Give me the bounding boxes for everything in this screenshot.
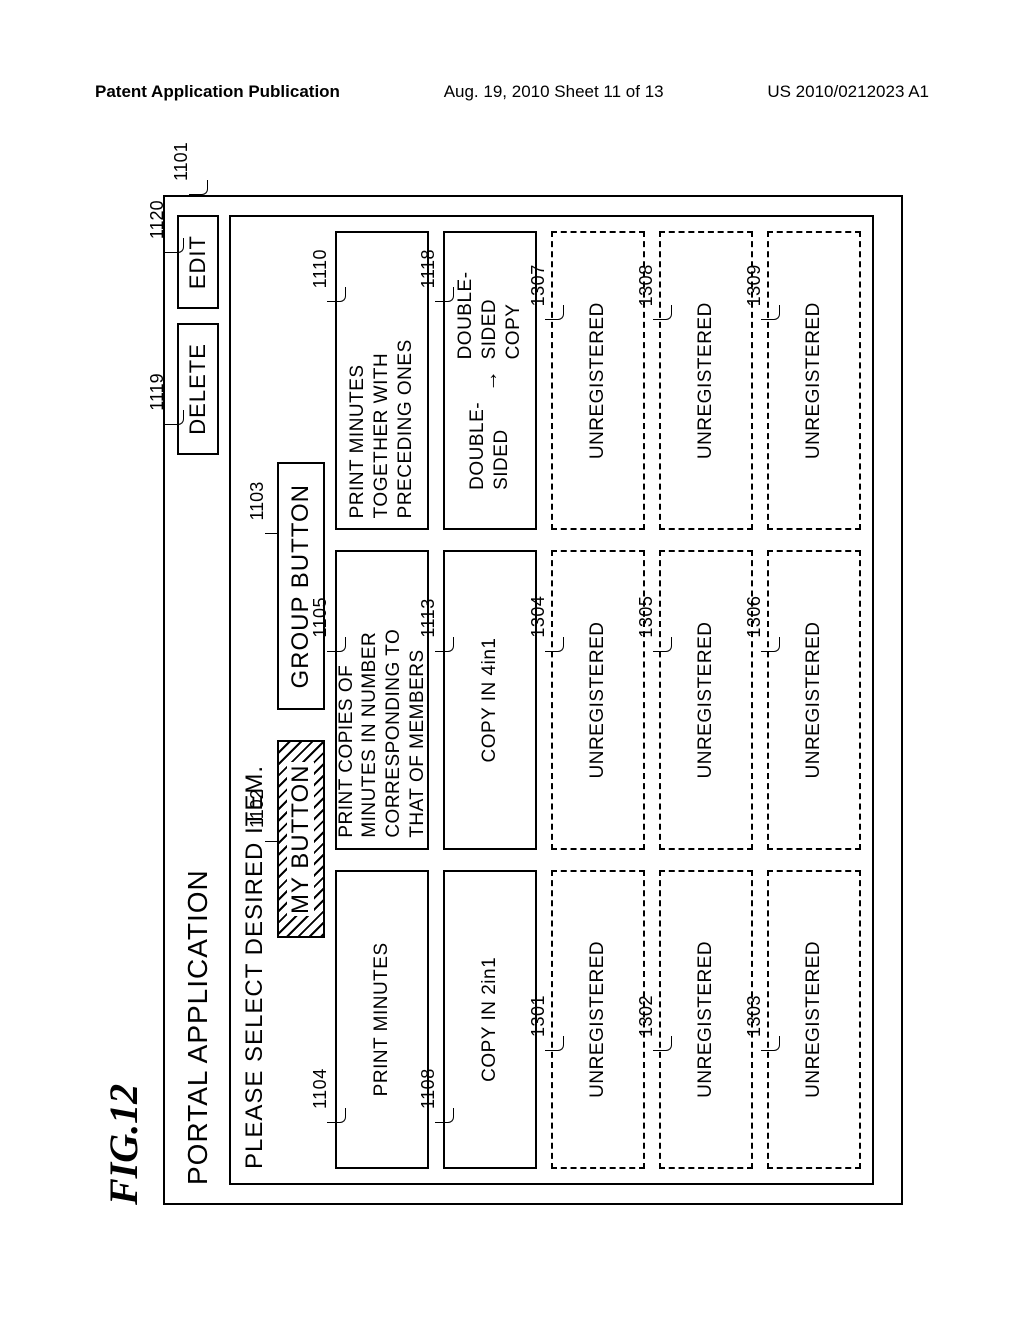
- ref-1306: 1306: [743, 596, 766, 638]
- item-unregistered[interactable]: 1305 UNREGISTERED: [659, 550, 753, 849]
- ref-1102: 1102: [247, 789, 268, 828]
- item-unregistered[interactable]: 1302 UNREGISTERED: [659, 870, 753, 1169]
- item-label: UNREGISTERED: [586, 941, 610, 1098]
- item-label: PRINT MINUTES TOGETHER WITH PRECEDING ON…: [346, 339, 417, 518]
- publication-label: Patent Application Publication: [95, 82, 340, 102]
- ref-1118: 1118: [417, 249, 440, 288]
- item-label: UNREGISTERED: [586, 622, 610, 779]
- item-print-minutes-preceding[interactable]: 1110 PRINT MINUTES TOGETHER WITH PRECEDI…: [335, 231, 429, 530]
- ref-1119: 1119: [147, 373, 168, 410]
- ref-1103: 1103: [247, 482, 268, 521]
- ref-1305: 1305: [635, 596, 658, 638]
- item-unregistered[interactable]: 1307 UNREGISTERED: [551, 231, 645, 530]
- item-label: PRINT MINUTES: [370, 942, 394, 1096]
- ref-1101: 1101: [171, 142, 192, 181]
- item-double-sided-copy[interactable]: 1118 DOUBLE- SIDED → DOUBLE- SIDED COPY: [443, 231, 537, 530]
- ref-1104: 1104: [309, 1068, 332, 1109]
- item-label-right: DOUBLE- SIDED COPY: [454, 271, 525, 359]
- item-unregistered[interactable]: 1301 UNREGISTERED: [551, 870, 645, 1169]
- tab-group-button[interactable]: GROUP BUTTON: [277, 462, 325, 710]
- item-label: UNREGISTERED: [802, 302, 826, 459]
- screen-inner-frame: PLEASE SELECT DESIRED ITEM. 1102 MY BUTT…: [229, 215, 874, 1185]
- ref-1110: 1110: [309, 249, 332, 288]
- instruction-text: PLEASE SELECT DESIRED ITEM.: [241, 231, 269, 1169]
- item-unregistered[interactable]: 1303 UNREGISTERED: [767, 870, 861, 1169]
- ref-1304: 1304: [527, 596, 550, 638]
- edit-button[interactable]: EDIT: [177, 215, 219, 309]
- item-label: COPY IN 2in1: [478, 957, 502, 1082]
- ref-1113: 1113: [417, 598, 440, 637]
- item-unregistered[interactable]: 1306 UNREGISTERED: [767, 550, 861, 849]
- ref-1120: 1120: [147, 200, 168, 239]
- delete-button[interactable]: DELETE: [177, 323, 219, 455]
- item-label: UNREGISTERED: [694, 302, 718, 459]
- item-label: COPY IN 4in1: [478, 638, 502, 763]
- item-label: UNREGISTERED: [694, 941, 718, 1098]
- screen-outer-frame: 1101 PORTAL APPLICATION 1119 DELETE 1120…: [163, 195, 903, 1205]
- tab-my-button[interactable]: MY BUTTON: [277, 741, 325, 938]
- item-print-copies-members[interactable]: 1105 PRINT COPIES OF MINUTES IN NUMBER C…: [335, 550, 429, 849]
- ref-1105: 1105: [309, 597, 332, 638]
- item-print-minutes[interactable]: 1104 PRINT MINUTES: [335, 870, 429, 1169]
- tab-my-button-label: MY BUTTON: [287, 763, 314, 916]
- item-label: PRINT COPIES OF MINUTES IN NUMBER CORRES…: [335, 629, 430, 838]
- panel-title: PORTAL APPLICATION: [182, 869, 214, 1185]
- item-label-left: DOUBLE- SIDED: [466, 402, 514, 490]
- item-copy-2in1[interactable]: 1108 COPY IN 2in1: [443, 870, 537, 1169]
- ref-1307: 1307: [527, 264, 550, 306]
- ref-1302: 1302: [635, 995, 658, 1037]
- publication-number: US 2010/0212023 A1: [767, 82, 929, 102]
- item-label: UNREGISTERED: [694, 622, 718, 779]
- figure-label: FIG.12: [100, 155, 147, 1205]
- item-label: UNREGISTERED: [586, 302, 610, 459]
- item-copy-4in1[interactable]: 1113 COPY IN 4in1: [443, 550, 537, 849]
- ref-1308: 1308: [635, 264, 658, 306]
- item-unregistered[interactable]: 1308 UNREGISTERED: [659, 231, 753, 530]
- ref-1108: 1108: [417, 1068, 440, 1109]
- page-header: Patent Application Publication Aug. 19, …: [95, 82, 929, 102]
- item-label: UNREGISTERED: [802, 622, 826, 779]
- items-grid: 1104 PRINT MINUTES 1105 PRINT COPIES OF …: [335, 231, 861, 1169]
- sheet-info: Aug. 19, 2010 Sheet 11 of 13: [444, 82, 664, 102]
- item-label: UNREGISTERED: [802, 941, 826, 1098]
- arrow-icon: →: [476, 363, 504, 398]
- item-unregistered[interactable]: 1304 UNREGISTERED: [551, 550, 645, 849]
- ref-1301: 1301: [527, 995, 550, 1037]
- figure-container: FIG.12 1101 PORTAL APPLICATION 1119 DELE…: [100, 155, 920, 1205]
- ref-1309: 1309: [743, 264, 766, 306]
- item-unregistered[interactable]: 1309 UNREGISTERED: [767, 231, 861, 530]
- ref-1303: 1303: [743, 995, 766, 1037]
